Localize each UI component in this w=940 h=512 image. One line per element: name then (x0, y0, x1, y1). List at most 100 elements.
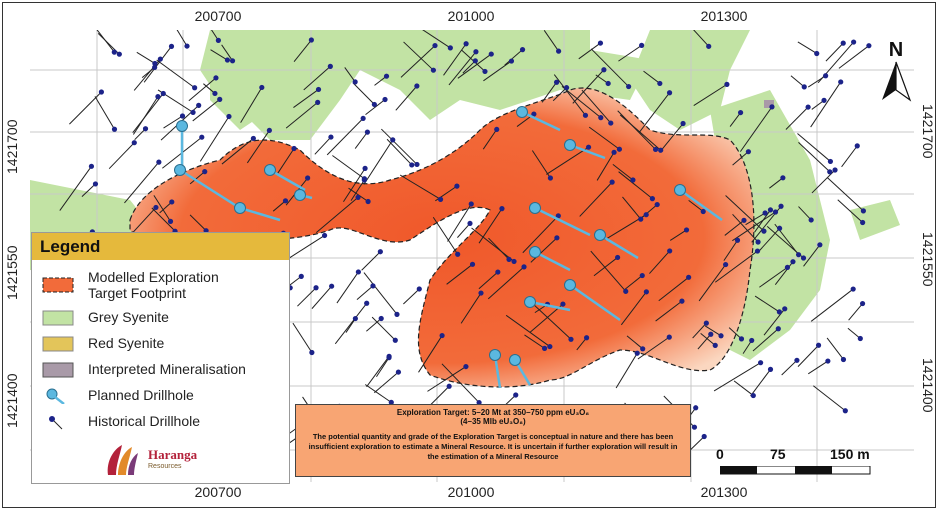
planned-drillhole-collar (594, 229, 606, 241)
legend-label: Red Syenite (88, 335, 165, 351)
historical-drillhole-collar (634, 350, 640, 356)
historical-drillhole-collar (521, 264, 527, 270)
exploration-target-info-box: Exploration Target: 5–20 Mt at 350–750 p… (295, 404, 691, 477)
logo-subtext: Resources (148, 463, 182, 470)
historical-drillhole-collar (217, 96, 223, 102)
historical-drillhole-collar (386, 355, 392, 361)
north-label: N (889, 39, 903, 61)
historical-drillhole-trace (742, 340, 753, 354)
historical-drillhole-trace (297, 287, 317, 307)
historical-drillhole-collar (416, 286, 422, 292)
historical-drillhole-collar (224, 57, 231, 63)
historical-drillhole-collar (737, 109, 744, 116)
historical-drillhole-collar (439, 332, 445, 339)
historical-drillhole-collar (547, 175, 554, 181)
historical-drillhole-collar (160, 90, 166, 97)
exploration-footprint-swatch-icon (42, 277, 74, 293)
historical-drillhole-collar (92, 181, 99, 187)
legend-item-planned-drillhole: Planned Drillhole (32, 385, 291, 407)
historical-drillhole-collar (378, 315, 384, 322)
historical-drillhole-collar (377, 249, 383, 255)
historical-drillhole-trace (572, 69, 605, 104)
planned-drillhole-trace (599, 233, 639, 260)
historical-drillhole-trace (754, 295, 780, 313)
historical-drillhole-collar (414, 161, 420, 168)
historical-drillhole-collar (506, 256, 512, 262)
historical-drillhole-trace (541, 81, 558, 103)
historical-drillhole-trace (356, 285, 374, 301)
historical-drillhole-trace (221, 138, 254, 165)
x-tick-top-3: 201300 (700, 8, 748, 24)
historical-drillhole-collar (582, 112, 589, 118)
historical-drillhole-trace (659, 123, 684, 153)
historical-drillhole-collar (495, 269, 501, 275)
historical-drillhole-trace (531, 150, 551, 179)
planned-drillhole-collar (564, 139, 576, 151)
historical-drillhole-collar (155, 94, 161, 100)
historical-drillhole-collar (708, 331, 714, 337)
scale-label-0: 0 (716, 446, 724, 462)
historical-drillhole-trace (774, 261, 794, 286)
historical-drillhole-trace (552, 87, 567, 102)
grey-syenite-area (390, 30, 530, 90)
historical-drillhole-collar (250, 135, 256, 142)
legend-title: Legend (32, 233, 289, 260)
historical-drillhole-trace (797, 133, 831, 162)
info-range: (4–35 Mlb eU₃O₈) (460, 417, 526, 426)
historical-drillhole-trace (798, 141, 831, 173)
historical-drillhole-collar (111, 49, 117, 55)
historical-drillhole-collar (649, 196, 655, 202)
historical-drillhole-collar (585, 144, 592, 150)
historical-drillhole-trace (326, 118, 364, 156)
historical-drillhole-trace (810, 81, 842, 128)
historical-drillhole-collar (315, 86, 322, 93)
legend-label: Modelled Exploration Target Footprint (88, 269, 219, 301)
historical-drillhole-trace (732, 213, 759, 243)
historical-drillhole-collar (226, 113, 232, 120)
x-tick-bottom-2: 201000 (447, 484, 495, 500)
historical-drillhole-trace (210, 49, 228, 61)
scale-bar-graphic-icon (720, 466, 871, 475)
historical-drillhole-trace (524, 334, 545, 349)
historical-drillhole-collar (755, 239, 761, 245)
historical-drillhole-collar (447, 45, 453, 51)
historical-drillhole-trace (578, 42, 601, 60)
historical-drillhole-collar (616, 146, 623, 152)
historical-drillhole-trace (596, 152, 615, 181)
historical-drillhole-trace (693, 30, 710, 47)
historical-drillhole-trace (504, 49, 523, 66)
historical-drillhole-collar (800, 255, 807, 261)
historical-drillhole-collar (365, 198, 371, 205)
historical-drillhole-trace (427, 366, 467, 392)
historical-drillhole-collar (305, 175, 311, 181)
historical-drillhole-collar (352, 79, 358, 85)
historical-drillhole-trace (344, 67, 356, 83)
planned-drillhole-collar (509, 354, 521, 366)
historical-drillhole-trace (457, 223, 471, 238)
historical-drillhole-collar (213, 75, 219, 81)
historical-drillhole-collar (723, 261, 729, 268)
info-title: Exploration Target: 5–20 Mt at 350–750 p… (396, 408, 590, 417)
historical-drillhole-trace (639, 92, 670, 133)
historical-drillhole-collar (734, 237, 741, 243)
historical-drillhole-trace (576, 337, 587, 351)
interpreted-mineralisation-area (764, 100, 774, 108)
historical-drillhole-collar (364, 300, 370, 306)
historical-drillhole-trace (798, 206, 812, 221)
historical-drillhole-collar (531, 111, 537, 117)
y-tick-left-2: 1421550 (4, 245, 20, 300)
historical-drillhole-trace (620, 291, 647, 326)
historical-drillhole-collar (767, 207, 774, 213)
y-tick-left-3: 1421400 (4, 373, 20, 428)
scale-bar: 0 75 150 m (716, 446, 876, 478)
historical-drillhole-trace (386, 138, 413, 166)
historical-drillhole-collar (638, 216, 644, 222)
historical-drillhole-trace (399, 174, 441, 200)
historical-drillhole-trace (655, 300, 683, 322)
historical-drillhole-trace (697, 333, 712, 350)
historical-drillhole-trace (487, 266, 525, 300)
historical-drillhole-trace (759, 266, 788, 288)
historical-drillhole-trace (418, 335, 443, 373)
historical-drillhole-collar (598, 115, 604, 121)
historical-drillhole-collar (371, 101, 377, 108)
